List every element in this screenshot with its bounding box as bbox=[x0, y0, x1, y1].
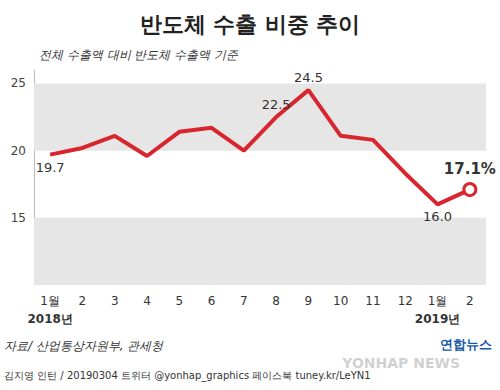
svg-text:4: 4 bbox=[143, 294, 151, 308]
svg-text:10: 10 bbox=[333, 294, 348, 308]
svg-text:22.5: 22.5 bbox=[262, 97, 291, 112]
svg-text:YONHAP NEWS: YONHAP NEWS bbox=[341, 355, 460, 371]
svg-text:연합뉴스: 연합뉴스 bbox=[440, 337, 492, 352]
svg-text:17.1%: 17.1% bbox=[444, 160, 496, 178]
svg-text:6: 6 bbox=[208, 294, 216, 308]
svg-text:5: 5 bbox=[175, 294, 183, 308]
svg-text:7: 7 bbox=[240, 294, 248, 308]
svg-text:9: 9 bbox=[305, 294, 313, 308]
svg-text:2: 2 bbox=[79, 294, 87, 308]
svg-text:전체 수출액 대비 반도체 수출액 기준: 전체 수출액 대비 반도체 수출액 기준 bbox=[39, 48, 239, 62]
svg-text:자료/ 산업통상자원부, 관세청: 자료/ 산업통상자원부, 관세청 bbox=[4, 339, 164, 353]
svg-text:3: 3 bbox=[111, 294, 119, 308]
svg-text:반도체 수출 비중 추이: 반도체 수출 비중 추이 bbox=[140, 12, 361, 37]
svg-text:8: 8 bbox=[272, 294, 280, 308]
svg-text:11: 11 bbox=[365, 294, 380, 308]
svg-text:24.5: 24.5 bbox=[294, 70, 323, 85]
svg-text:2018년: 2018년 bbox=[27, 312, 72, 326]
svg-text:2: 2 bbox=[466, 294, 474, 308]
svg-text:19.7: 19.7 bbox=[36, 160, 65, 175]
svg-text:1월: 1월 bbox=[40, 294, 60, 308]
svg-text:김지영 인턴 / 20190304 트위터 @yonhap_: 김지영 인턴 / 20190304 트위터 @yonhap_graphics 페… bbox=[4, 370, 371, 382]
svg-text:2019년: 2019년 bbox=[415, 312, 460, 326]
svg-text:1월: 1월 bbox=[428, 294, 448, 308]
svg-text:12: 12 bbox=[398, 294, 413, 308]
svg-text:25: 25 bbox=[11, 76, 26, 90]
svg-text:16.0: 16.0 bbox=[423, 209, 452, 224]
svg-text:15: 15 bbox=[11, 211, 26, 225]
svg-text:20: 20 bbox=[11, 144, 26, 158]
